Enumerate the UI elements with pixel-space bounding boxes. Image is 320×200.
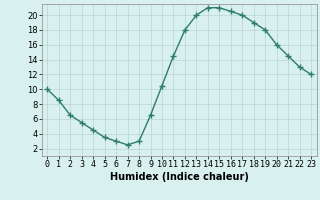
X-axis label: Humidex (Indice chaleur): Humidex (Indice chaleur) <box>110 172 249 182</box>
